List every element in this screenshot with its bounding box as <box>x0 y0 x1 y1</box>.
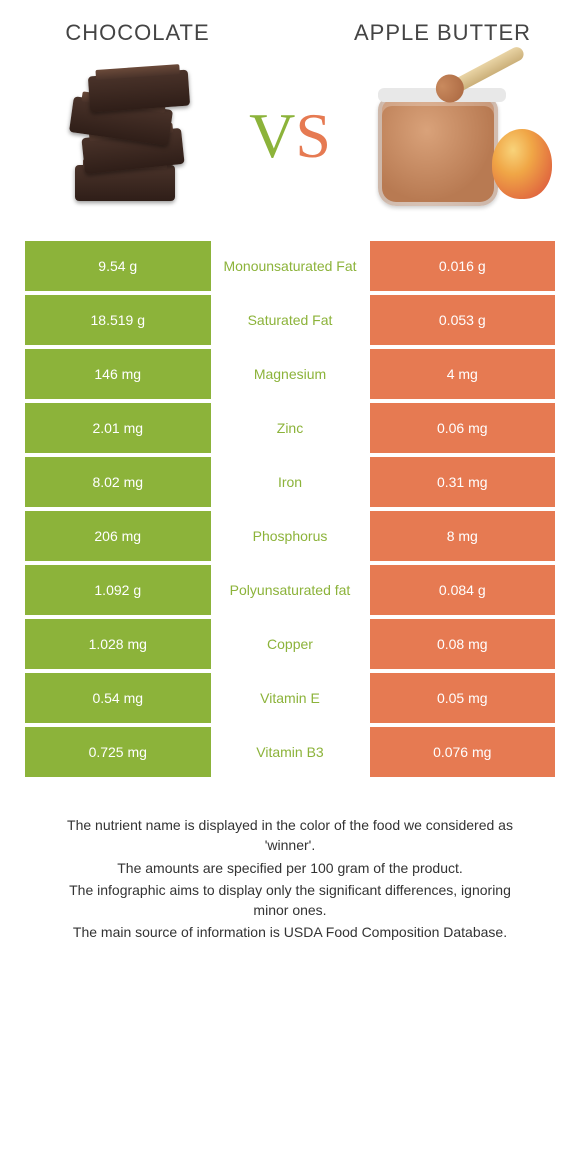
right-value: 0.06 mg <box>370 403 556 453</box>
footer-line: The amounts are specified per 100 gram o… <box>55 858 525 878</box>
left-value: 9.54 g <box>25 241 211 291</box>
left-value: 206 mg <box>25 511 211 561</box>
left-food-image <box>25 56 230 216</box>
right-food-image <box>350 56 555 216</box>
footer-line: The main source of information is USDA F… <box>55 922 525 942</box>
left-value: 2.01 mg <box>25 403 211 453</box>
nutrient-label: Copper <box>211 619 370 669</box>
chocolate-icon <box>53 71 203 201</box>
footer-line: The infographic aims to display only the… <box>55 880 525 921</box>
nutrient-label: Vitamin B3 <box>211 727 370 777</box>
nutrient-label: Phosphorus <box>211 511 370 561</box>
right-value: 0.084 g <box>370 565 556 615</box>
table-row: 1.028 mgCopper0.08 mg <box>25 619 555 669</box>
left-value: 1.092 g <box>25 565 211 615</box>
right-value: 0.31 mg <box>370 457 556 507</box>
nutrient-label: Vitamin E <box>211 673 370 723</box>
vs-v: V <box>249 100 295 171</box>
right-food-title: Apple Butter <box>330 20 555 46</box>
left-value: 0.54 mg <box>25 673 211 723</box>
table-row: 8.02 mgIron0.31 mg <box>25 457 555 507</box>
right-value: 0.05 mg <box>370 673 556 723</box>
right-value: 0.016 g <box>370 241 556 291</box>
right-value: 0.08 mg <box>370 619 556 669</box>
table-row: 146 mgMagnesium4 mg <box>25 349 555 399</box>
table-row: 1.092 gPolyunsaturated fat0.084 g <box>25 565 555 615</box>
footer-line: The nutrient name is displayed in the co… <box>55 815 525 856</box>
apple-butter-icon <box>368 61 538 211</box>
left-value: 1.028 mg <box>25 619 211 669</box>
vs-label: VS <box>230 99 350 173</box>
right-value: 8 mg <box>370 511 556 561</box>
nutrient-label: Saturated Fat <box>211 295 370 345</box>
left-food-title: Chocolate <box>25 20 250 46</box>
table-row: 2.01 mgZinc0.06 mg <box>25 403 555 453</box>
comparison-table: 9.54 gMonounsaturated Fat0.016 g18.519 g… <box>25 241 555 777</box>
header: Chocolate Apple Butter <box>25 20 555 46</box>
infographic-container: Chocolate Apple Butter VS 9.54 gMonounsa… <box>0 0 580 943</box>
hero-row: VS <box>25 56 555 216</box>
nutrient-label: Zinc <box>211 403 370 453</box>
right-value: 4 mg <box>370 349 556 399</box>
nutrient-label: Polyunsaturated fat <box>211 565 370 615</box>
left-value: 0.725 mg <box>25 727 211 777</box>
right-value: 0.053 g <box>370 295 556 345</box>
nutrient-label: Magnesium <box>211 349 370 399</box>
footer-notes: The nutrient name is displayed in the co… <box>25 815 555 943</box>
nutrient-label: Iron <box>211 457 370 507</box>
right-value: 0.076 mg <box>370 727 556 777</box>
left-value: 18.519 g <box>25 295 211 345</box>
table-row: 206 mgPhosphorus8 mg <box>25 511 555 561</box>
table-row: 18.519 gSaturated Fat0.053 g <box>25 295 555 345</box>
vs-s: S <box>295 100 331 171</box>
nutrient-label: Monounsaturated Fat <box>211 241 370 291</box>
left-value: 146 mg <box>25 349 211 399</box>
left-value: 8.02 mg <box>25 457 211 507</box>
table-row: 9.54 gMonounsaturated Fat0.016 g <box>25 241 555 291</box>
table-row: 0.54 mgVitamin E0.05 mg <box>25 673 555 723</box>
table-row: 0.725 mgVitamin B30.076 mg <box>25 727 555 777</box>
